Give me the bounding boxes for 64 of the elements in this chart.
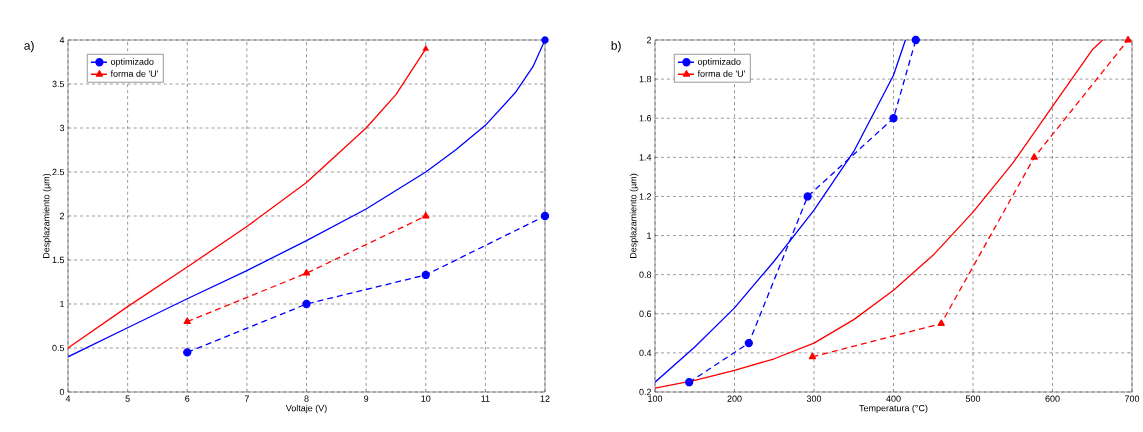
legend-label: forma de 'U' xyxy=(110,70,158,77)
y-tick-label: 1.6 xyxy=(639,115,652,122)
y-tick-label: 2 xyxy=(59,212,65,220)
x-tick-label: 300 xyxy=(806,395,822,402)
point xyxy=(808,352,817,360)
y-tick-label: 0.2 xyxy=(639,388,652,396)
x-tick-label: 700 xyxy=(1124,395,1140,402)
x-tick-label: 500 xyxy=(965,395,981,402)
point xyxy=(744,338,753,348)
chart-title: b) xyxy=(611,41,621,53)
point xyxy=(803,192,812,201)
y-tick-label: 2.5 xyxy=(52,168,65,176)
y-tick-label: 2 xyxy=(646,36,652,44)
y-tick-label: 3 xyxy=(59,124,65,132)
x-tick-label: 10 xyxy=(421,395,431,402)
y-tick-label: 1.4 xyxy=(639,154,652,161)
point xyxy=(937,319,945,326)
point xyxy=(183,317,191,324)
y-tick-label: 0.6 xyxy=(639,310,652,317)
y-tick-label: 3.5 xyxy=(52,80,65,88)
y-tick-label: 4 xyxy=(59,36,65,44)
y-tick-label: 1.8 xyxy=(639,75,652,83)
x-tick-label: 8 xyxy=(304,395,309,402)
y-tick-label: 0.4 xyxy=(639,349,652,357)
y-tick-label: 0.5 xyxy=(52,344,65,352)
x-tick-label: 7 xyxy=(244,395,249,402)
point xyxy=(541,36,549,44)
point xyxy=(685,378,694,387)
legend-label: optimizado xyxy=(110,58,154,67)
y-tick-label: 0.8 xyxy=(639,271,652,278)
y-tick-label: 0 xyxy=(59,388,65,396)
y-tick-label: 1.2 xyxy=(639,193,652,200)
y-axis-title: Desplazamiento (µm) xyxy=(629,173,639,258)
point xyxy=(889,114,898,123)
point xyxy=(911,35,920,45)
x-tick-label: 4 xyxy=(65,395,71,402)
x-tick-label: 200 xyxy=(727,395,742,402)
point xyxy=(1030,153,1038,160)
line-series xyxy=(655,40,1104,389)
x-tick-label: 11 xyxy=(481,395,490,402)
point xyxy=(540,211,550,221)
x-tick-label: 12 xyxy=(540,395,550,402)
x-tick-label: 5 xyxy=(125,395,130,402)
point xyxy=(422,211,430,219)
x-tick-label: 6 xyxy=(185,395,190,402)
point xyxy=(421,270,430,280)
legend-label: optimizado xyxy=(697,58,741,67)
y-tick-label: 1 xyxy=(60,300,65,308)
point xyxy=(302,299,311,309)
y-tick-label: 1 xyxy=(647,232,652,239)
y-tick-label: 1.5 xyxy=(52,256,65,264)
chart-title: a) xyxy=(24,41,34,53)
x-tick-label: 600 xyxy=(1045,395,1060,402)
x-tick-label: 100 xyxy=(648,395,663,402)
legend-label: forma de 'U' xyxy=(697,70,745,77)
x-tick-label: 400 xyxy=(886,395,901,402)
point xyxy=(183,348,192,357)
x-axis-title: Voltaje (V) xyxy=(285,404,327,414)
point xyxy=(422,45,429,51)
y-axis-title: Desplazamiento (µm) xyxy=(42,173,52,258)
point xyxy=(1124,35,1132,43)
point xyxy=(302,269,311,276)
x-tick-label: 9 xyxy=(364,395,369,402)
x-axis-title: Temperatura (°C) xyxy=(859,404,928,414)
